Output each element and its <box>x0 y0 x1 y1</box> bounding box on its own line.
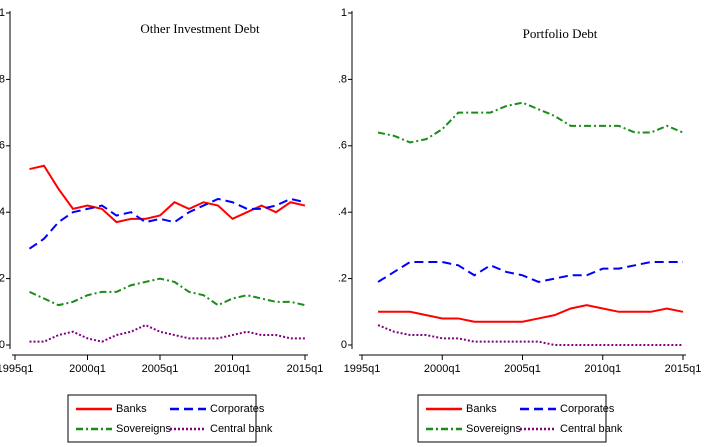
x-tick-label: 2015q1 <box>287 363 324 375</box>
y-tick-label: .6 <box>338 140 347 152</box>
y-tick-label: .8 <box>338 73 347 85</box>
series-line <box>377 261 683 283</box>
series-line <box>29 323 305 343</box>
legend-label: Corporates <box>210 403 265 415</box>
y-tick-label: .8 <box>0 73 5 85</box>
series-line <box>29 277 306 307</box>
x-tick-label: 1995q1 <box>344 363 381 375</box>
y-tick-label: 0 <box>341 339 347 351</box>
x-tick-label: 2005q1 <box>504 363 541 375</box>
x-tick-label: 2010q1 <box>584 363 621 375</box>
y-tick-label: .2 <box>338 273 347 285</box>
legend-label: Central bank <box>210 423 273 435</box>
y-tick-label: 1 <box>341 7 347 19</box>
y-tick-label: .4 <box>338 206 347 218</box>
legend-label: Banks <box>116 403 147 415</box>
series-line <box>378 304 684 323</box>
y-tick-label: 0 <box>0 339 5 351</box>
legend-label: Central bank <box>560 423 623 435</box>
x-tick-label: 2010q1 <box>214 363 251 375</box>
series-line <box>29 164 306 224</box>
x-tick-label: 2000q1 <box>424 363 461 375</box>
legend: Banks Corporates Sovereigns Central bank <box>417 394 623 443</box>
legend-label: Sovereigns <box>466 423 522 435</box>
legend-label: Corporates <box>560 403 615 415</box>
legend-box <box>417 394 607 443</box>
chart-title: Other Investment Debt <box>140 21 260 36</box>
legend-box <box>67 394 257 443</box>
y-tick-label: .4 <box>0 206 5 218</box>
series-line <box>377 324 683 346</box>
x-tick-label: 1995q1 <box>0 363 33 375</box>
x-tick-label: 2005q1 <box>142 363 179 375</box>
series-line <box>377 101 684 144</box>
legend-label: Sovereigns <box>116 423 172 435</box>
series-line <box>28 197 306 250</box>
legend: Banks Corporates Sovereigns Central bank <box>67 394 273 443</box>
x-tick-label: 2015q1 <box>665 363 702 375</box>
chart-title: Portfolio Debt <box>523 26 598 41</box>
y-tick-label: 1 <box>0 7 5 19</box>
legend-label: Banks <box>466 403 497 415</box>
x-tick-label: 2000q1 <box>69 363 106 375</box>
y-tick-label: .2 <box>0 273 5 285</box>
y-tick-label: .6 <box>0 140 5 152</box>
